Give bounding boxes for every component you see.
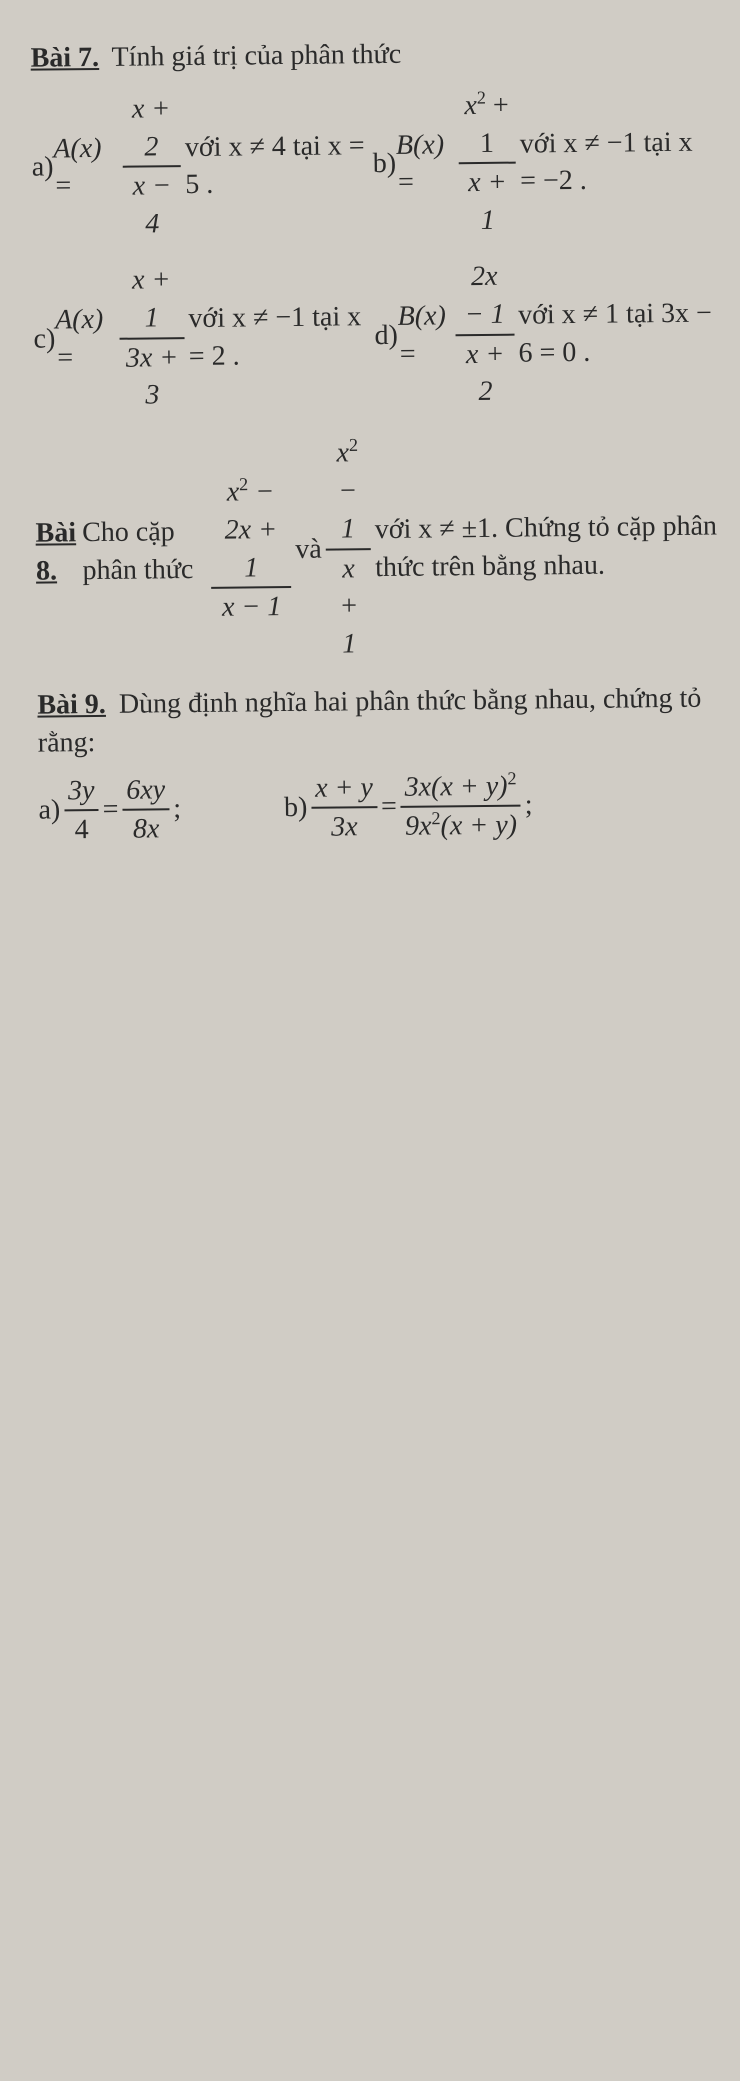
- bai7-b-frac: x2 + 1 x + 1: [458, 86, 517, 240]
- bai7-b: b) B(x) = x2 + 1 x + 1 với x ≠ −1 tại x …: [372, 84, 715, 241]
- bai9-b-label: b): [284, 789, 308, 827]
- bai7-b-tail: với x ≠ −1 tại x = −2 .: [520, 123, 715, 201]
- bai9-a-rnum: 6xy: [122, 771, 169, 809]
- bai8-mid: và: [295, 530, 322, 568]
- bai9-a-lfrac: 3y 4: [64, 772, 99, 850]
- bai9-a-lden: 4: [70, 811, 92, 849]
- bai9-a-tail: ;: [173, 791, 181, 829]
- sup-2: 2: [349, 435, 358, 455]
- bai8-f2-den: x + 1: [326, 550, 372, 664]
- bai9-b-lden: 3x: [327, 809, 362, 847]
- bai7-c-label: c): [33, 320, 55, 358]
- sup-2: 2: [477, 87, 486, 107]
- bai7-d-lhs: B(x) =: [397, 297, 451, 373]
- bai7-d-den: x + 2: [455, 335, 515, 411]
- bai9-rest: Dùng định nghĩa hai phân thức bằng nhau,…: [38, 683, 702, 759]
- bai9-b-rnum-pre: 3x(x + y): [404, 770, 507, 802]
- bai9-title: Bài 9.: [37, 689, 112, 721]
- bai8-f2-num-b: − 1: [338, 475, 357, 544]
- bai9-b: b) x + y 3x = 3x(x + y)2 9x2(x + y) ;: [284, 765, 721, 847]
- bai7-row-cd: c) A(x) = x + 1 3x + 3 với x ≠ −1 tại x …: [33, 256, 717, 416]
- bai8-f1-den: x − 1: [218, 588, 286, 626]
- bai8-f2: x2 − 1 x + 1: [324, 434, 372, 663]
- bai9-a: a) 3y 4 = 6xy 8x ;: [38, 770, 284, 850]
- bai8-title: Bài 8.: [35, 514, 82, 590]
- bai7-title: Bài 7.: [30, 42, 105, 74]
- bai9-b-tail: ;: [525, 787, 533, 825]
- bai9-a-rfrac: 6xy 8x: [122, 771, 170, 849]
- bai9-a-eq: =: [102, 791, 118, 829]
- bai7-b-label: b): [373, 145, 397, 183]
- bai7-b-num: x2 + 1: [458, 86, 516, 162]
- bai7-b-num-pre: x: [464, 90, 477, 121]
- bai7-c: c) A(x) = x + 1 3x + 3 với x ≠ −1 tại x …: [33, 259, 376, 416]
- bai7-d-frac: 2x − 1 x + 2: [455, 258, 515, 412]
- bai9-b-rnum: 3x(x + y)2: [400, 767, 520, 806]
- bai9-b-rden-post: (x + y): [440, 810, 517, 842]
- bai9-b-rden-pre: 9x: [405, 811, 432, 842]
- bai9-b-rden: 9x2(x + y): [401, 807, 521, 846]
- bai7-d-label: d): [374, 317, 398, 355]
- bai7-a-tail: với x ≠ 4 tại x = 5 .: [185, 127, 373, 205]
- bai7-c-den: 3x + 3: [119, 339, 185, 415]
- bai7-rest: Tính giá trị của phân thức: [105, 39, 401, 73]
- bai7-b-lhs: B(x) =: [396, 126, 455, 202]
- bai8-f1-num: x2 − 2x + 1: [210, 473, 292, 587]
- bai7-d: d) B(x) = 2x − 1 x + 2 với x ≠ 1 tại 3x …: [374, 256, 717, 413]
- bai8-f2-num: x2 − 1: [324, 434, 370, 548]
- bai7-c-lhs: A(x) =: [55, 301, 116, 377]
- bai8-f1-num-a: x: [227, 476, 240, 507]
- bai9-b-lnum: x + y: [311, 769, 377, 807]
- bai9-b-rfrac: 3x(x + y)2 9x2(x + y): [400, 767, 521, 846]
- bai8-pre: Cho cặp phân thức: [82, 513, 207, 590]
- bai7-a-num: x + 2: [121, 90, 181, 166]
- sup-2: 2: [431, 808, 440, 828]
- bai8-f1: x2 − 2x + 1 x − 1: [210, 473, 292, 627]
- bai7-a-label: a): [32, 149, 54, 187]
- bai9-heading: Bài 9. Dùng định nghĩa hai phân thức bằn…: [37, 679, 720, 762]
- bai9-a-lnum: 3y: [64, 772, 99, 810]
- bai9-b-eq: =: [381, 788, 397, 826]
- bai7-d-tail: với x ≠ 1 tại 3x − 6 = 0 .: [518, 294, 716, 372]
- bai7-c-tail: với x ≠ −1 tại x = 2 .: [188, 298, 375, 376]
- bai8-f2-num-a: x: [336, 438, 349, 469]
- bai7-d-num: 2x − 1: [455, 258, 515, 334]
- bai9-a-rden: 8x: [129, 811, 164, 849]
- bai9-b-lfrac: x + y 3x: [311, 769, 378, 847]
- bai7-b-den: x + 1: [458, 164, 516, 240]
- bai9-a-label: a): [38, 792, 60, 830]
- sup-2: 2: [507, 768, 516, 788]
- bai7-a-den: x − 4: [122, 168, 182, 244]
- bai7-a-lhs: A(x) =: [53, 129, 119, 205]
- bai8-line: Bài 8. Cho cặp phân thức x2 − 2x + 1 x −…: [35, 431, 719, 667]
- bai7-c-num: x + 1: [118, 261, 184, 337]
- bai9-row-ab: a) 3y 4 = 6xy 8x ; b) x + y 3x = 3x(x + …: [38, 765, 721, 850]
- bai7-a: a) A(x) = x + 2 x − 4 với x ≠ 4 tại x = …: [31, 88, 374, 245]
- bai8-post: với x ≠ ±1. Chứng tỏ cặp phân thức trên …: [375, 507, 719, 586]
- sup-2: 2: [239, 474, 248, 494]
- bai7-c-frac: x + 1 3x + 3: [118, 261, 185, 415]
- bai7-row-ab: a) A(x) = x + 2 x − 4 với x ≠ 4 tại x = …: [31, 84, 715, 244]
- bai7-a-frac: x + 2 x − 4: [121, 90, 181, 244]
- bai7-heading: Bài 7. Tính giá trị của phân thức: [30, 33, 712, 78]
